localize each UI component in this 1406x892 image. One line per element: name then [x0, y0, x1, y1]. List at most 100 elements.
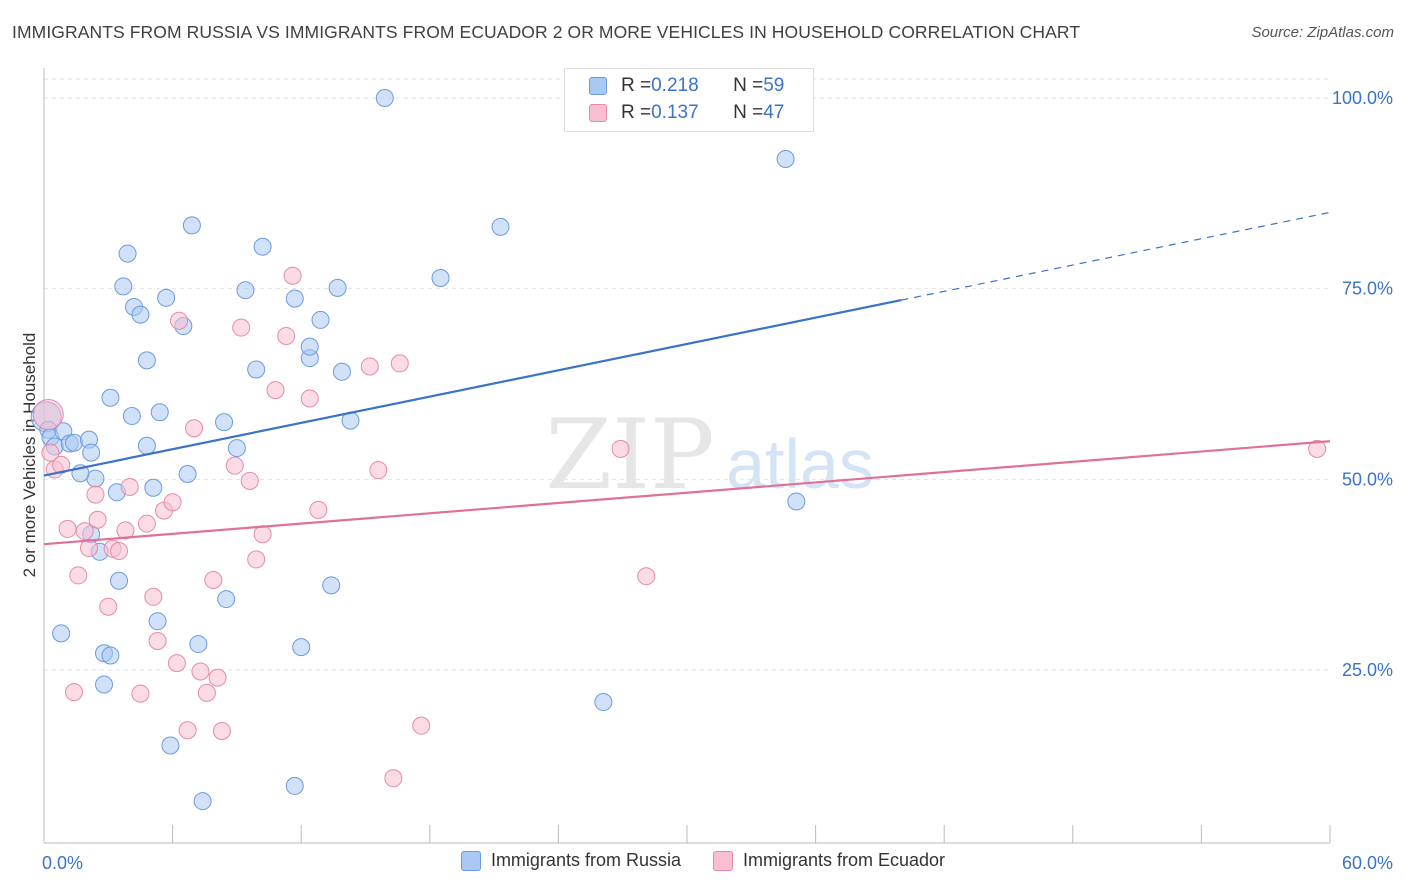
data-point — [161, 736, 180, 755]
data-point — [163, 493, 182, 512]
data-point — [157, 288, 176, 307]
data-point — [69, 566, 88, 585]
data-point — [332, 362, 351, 381]
data-point — [137, 514, 156, 533]
legend-label-russia: Immigrants from Russia — [490, 850, 681, 870]
data-point — [189, 635, 208, 654]
data-point — [65, 433, 84, 452]
y-tick-label: 75.0% — [1342, 279, 1393, 299]
data-point — [215, 413, 234, 432]
data-point — [110, 571, 129, 590]
stats-box: R = 0.218 N = 59 R = 0.137 N = 47 — [564, 68, 814, 132]
data-point — [182, 216, 201, 235]
data-point — [193, 792, 212, 811]
data-point — [240, 471, 259, 490]
data-point — [266, 381, 285, 400]
russia-swatch — [589, 77, 607, 95]
data-point — [300, 389, 319, 408]
data-point — [227, 439, 246, 458]
data-point — [88, 510, 107, 529]
data-point — [412, 716, 431, 735]
data-point — [285, 776, 304, 795]
data-point — [150, 403, 169, 422]
data-point — [118, 244, 137, 263]
data-point — [311, 310, 330, 329]
data-point — [292, 638, 311, 657]
data-point — [99, 597, 118, 616]
data-point — [101, 388, 120, 407]
legend-swatch-ecuador — [712, 850, 733, 871]
data-point — [285, 289, 304, 308]
data-point — [787, 492, 806, 511]
data-point — [32, 399, 64, 431]
data-point — [491, 217, 510, 236]
data-point — [384, 769, 403, 788]
data-point — [137, 351, 156, 370]
data-point — [191, 662, 210, 681]
r-value: 0.218 — [651, 75, 699, 96]
data-point — [178, 464, 197, 483]
series-ecuador — [32, 266, 1327, 788]
data-point — [178, 721, 197, 740]
data-point — [253, 525, 272, 544]
data-point — [277, 326, 296, 345]
trend-lines — [43, 211, 1331, 546]
data-point — [148, 612, 167, 631]
data-point — [144, 478, 163, 497]
data-point — [95, 675, 114, 694]
data-point — [65, 683, 84, 702]
data-point — [167, 654, 186, 673]
n-label: N = — [733, 75, 764, 96]
data-point — [52, 624, 71, 643]
data-point — [217, 590, 236, 609]
data-point — [594, 693, 613, 712]
y-tick-label: 100.0% — [1332, 88, 1393, 108]
data-point — [82, 443, 101, 462]
data-point — [225, 456, 244, 475]
data-point — [86, 469, 105, 488]
tick-labels: 25.0% 50.0% 75.0% 100.0% 0.0% 60.0% — [42, 88, 1393, 873]
data-point — [1308, 439, 1327, 458]
watermark-zip: ZIP — [545, 399, 714, 511]
r-value: 0.137 — [651, 102, 699, 123]
data-point — [122, 407, 141, 426]
n-value: 47 — [763, 102, 785, 123]
data-point — [776, 150, 795, 169]
data-point — [247, 550, 266, 569]
x-tick-label: 60.0% — [1342, 853, 1393, 873]
chart-source: Source: ZipAtlas.com — [1251, 24, 1394, 41]
trend-line-russia-extension — [901, 211, 1331, 301]
data-point — [120, 477, 139, 496]
chart-title: IMMIGRANTS FROM RUSSIA VS IMMIGRANTS FRO… — [12, 22, 1081, 42]
data-point — [137, 436, 156, 455]
legend-label-ecuador: Immigrants from Ecuador — [742, 850, 946, 870]
data-point — [75, 522, 94, 541]
data-point — [185, 419, 204, 438]
data-point — [236, 281, 255, 300]
watermark: ZIP atlas — [545, 399, 874, 511]
y-tick-label: 25.0% — [1342, 660, 1393, 680]
ecuador-swatch — [589, 104, 607, 122]
data-point — [375, 89, 394, 107]
data-point — [41, 443, 60, 462]
data-point — [114, 277, 133, 296]
data-series — [30, 89, 1327, 811]
data-point — [212, 722, 231, 741]
data-point — [86, 485, 105, 504]
grid-lines — [44, 78, 1330, 671]
data-point — [197, 683, 216, 702]
data-point — [101, 646, 120, 665]
data-point — [300, 337, 319, 356]
data-point — [283, 266, 302, 285]
data-point — [309, 500, 328, 519]
legend-item-ecuador: Immigrants from Ecuador — [712, 850, 946, 871]
n-value: 59 — [763, 75, 785, 96]
legend: Immigrants from Russia Immigrants from E… — [0, 850, 1406, 871]
n-label: N = — [733, 102, 764, 123]
trend-line-ecuador — [43, 440, 1331, 546]
data-point — [637, 567, 656, 586]
data-point — [208, 668, 227, 687]
stats-row-russia: R = 0.218 N = 59 — [589, 73, 784, 99]
x-tick-label: 0.0% — [42, 853, 83, 873]
